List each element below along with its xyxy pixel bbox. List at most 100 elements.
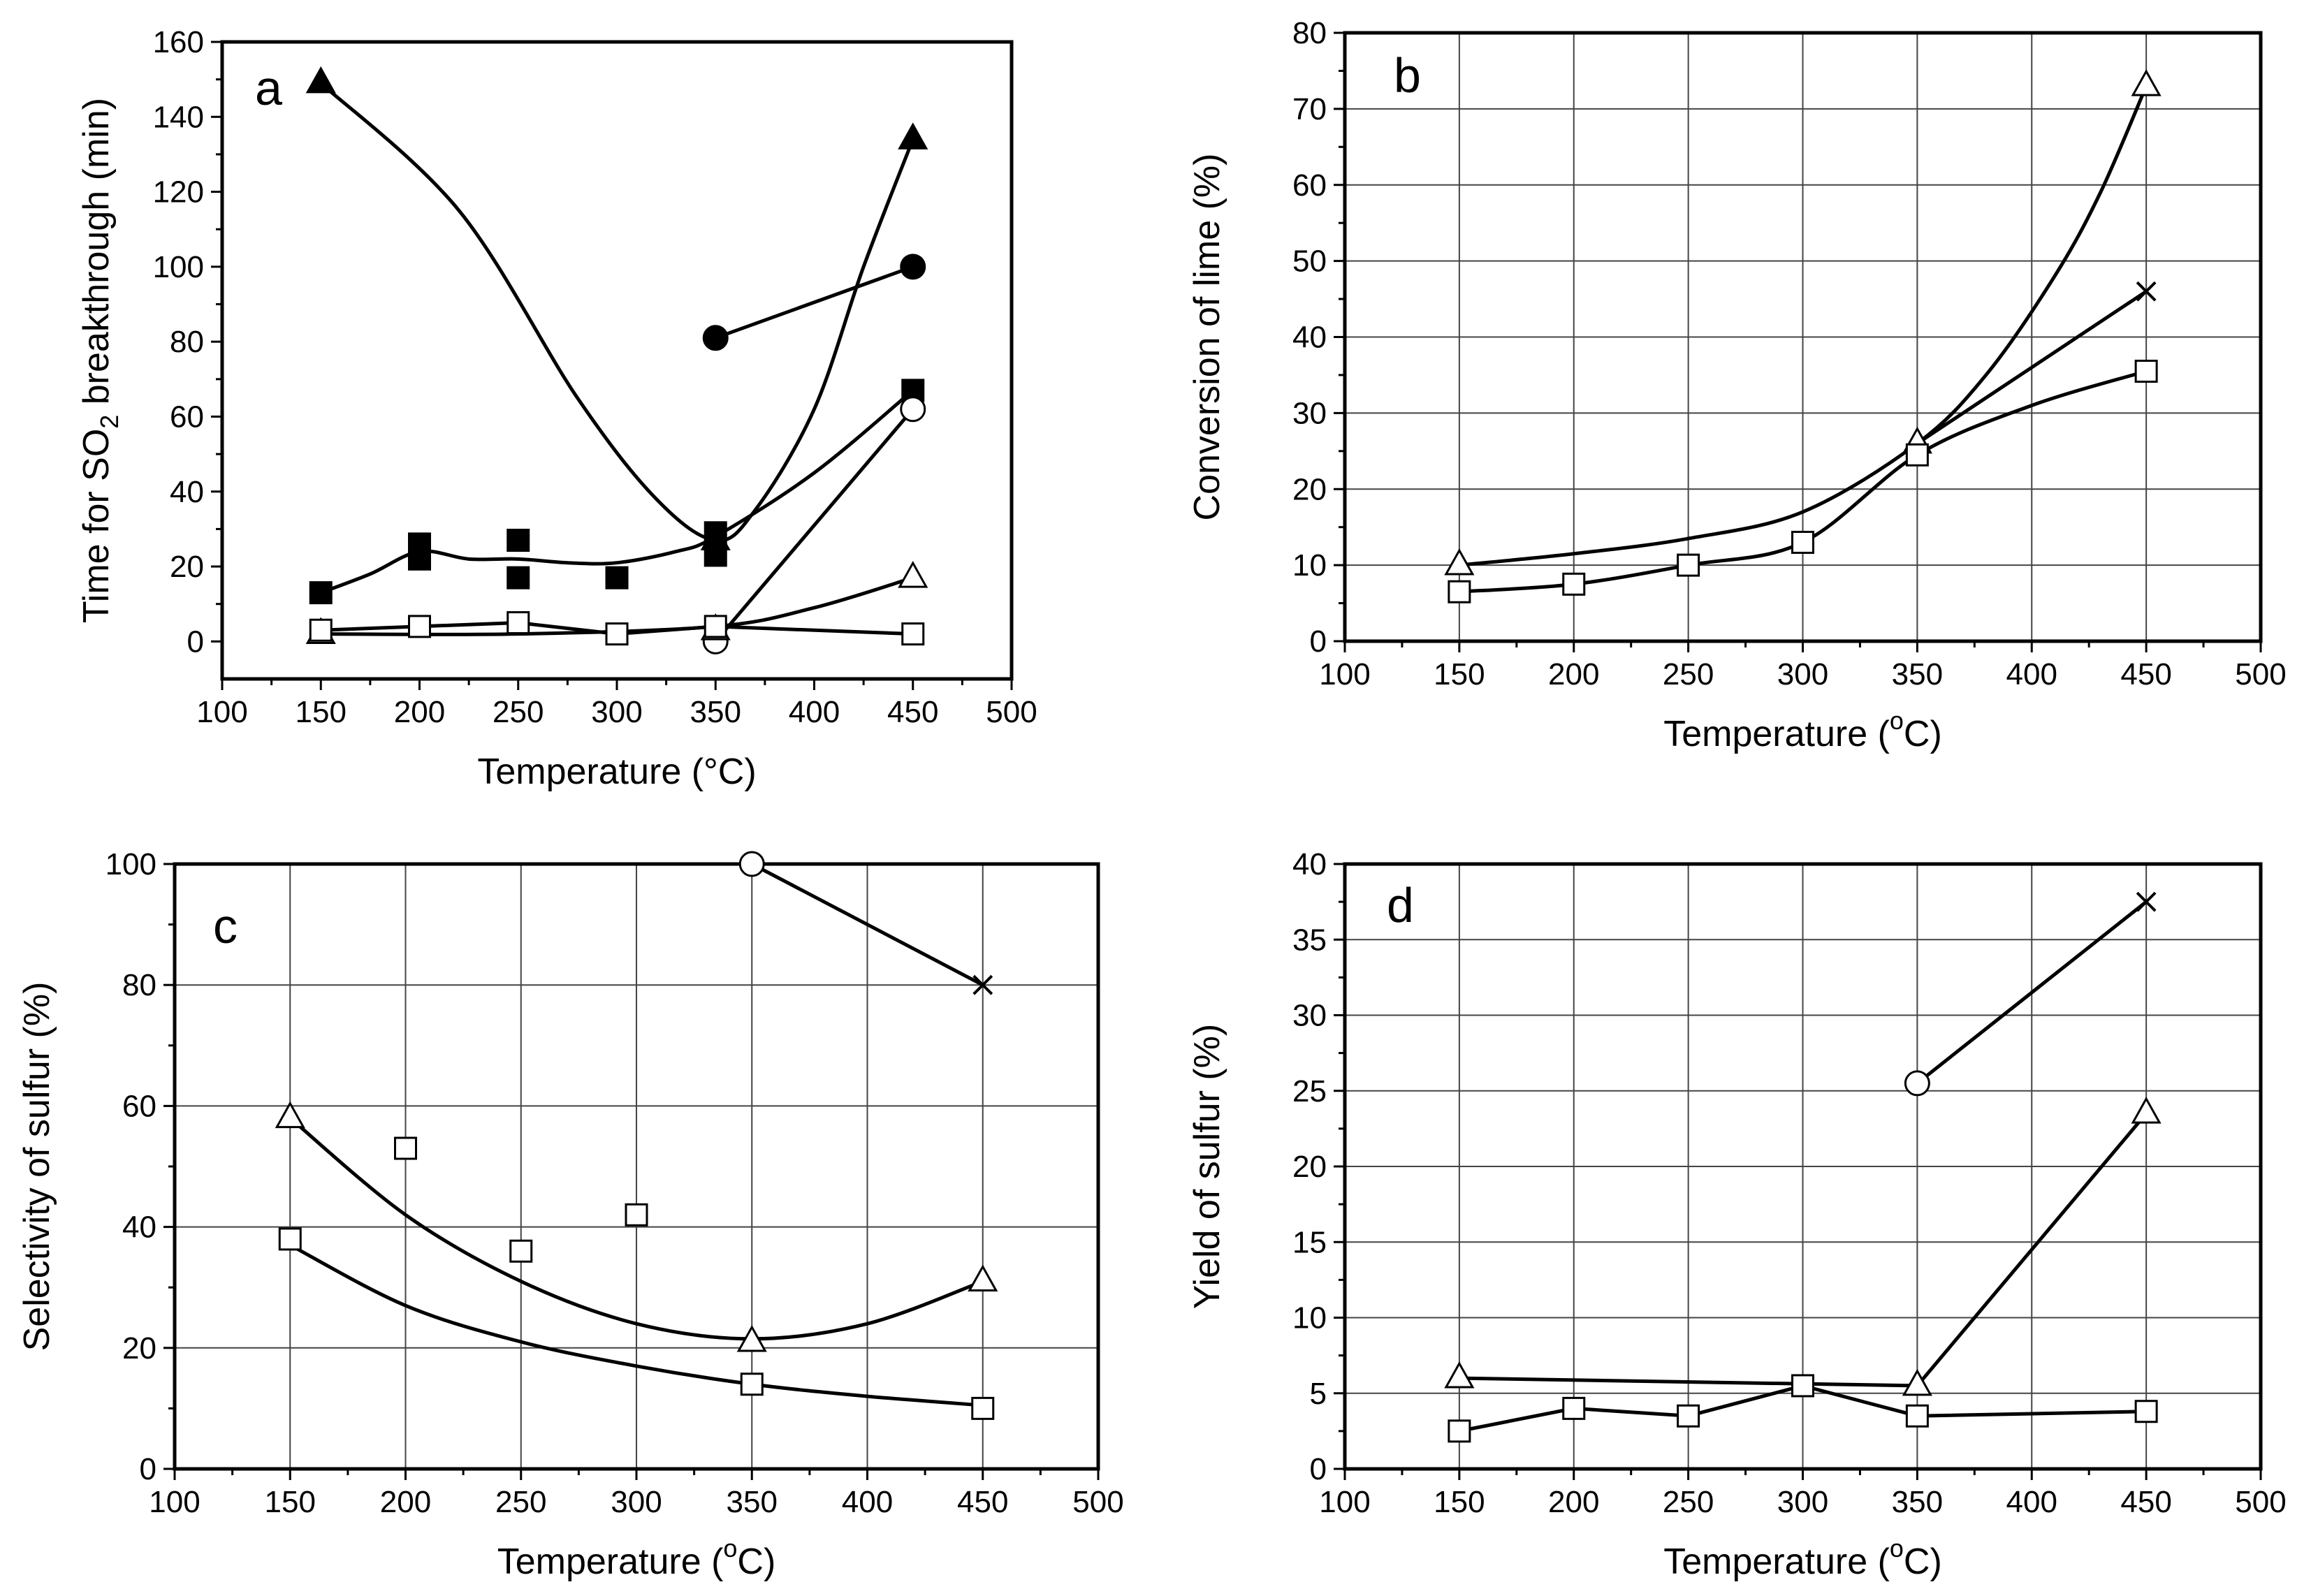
y-tick-label: 60 bbox=[1292, 168, 1327, 203]
x-tick-label: 400 bbox=[789, 695, 840, 729]
y-tick-label: 0 bbox=[187, 624, 204, 659]
y-tick-label: 20 bbox=[170, 550, 204, 584]
data-point-filled-circle bbox=[702, 325, 729, 351]
chart-panel-d: 100 150 200 250 300 350 400 450 500 0 5 10 15 20 25 30 3… bbox=[1187, 847, 2287, 1582]
data-point-filled-square bbox=[309, 581, 333, 605]
x-tick-label: 450 bbox=[2120, 657, 2171, 691]
data-point-open-square bbox=[1677, 553, 1700, 577]
y-tick-label: 140 bbox=[153, 100, 204, 134]
chart-panel-b: 100 150 200 250 300 350 400 450 500 0 10 20 30 40 50 60… bbox=[1187, 16, 2287, 754]
y-tick-label: 80 bbox=[170, 325, 204, 359]
data-point-x bbox=[2136, 891, 2157, 912]
x-tick-label: 150 bbox=[1434, 657, 1485, 691]
data-point-x bbox=[2136, 281, 2157, 302]
y-tick-label: 20 bbox=[1292, 472, 1327, 506]
data-point-open-square bbox=[309, 618, 333, 642]
panel-label: c bbox=[213, 899, 238, 953]
panel-label: d bbox=[1387, 878, 1414, 932]
data-point-open-square bbox=[2134, 359, 2158, 383]
data-point-open-square bbox=[901, 622, 925, 646]
y-tick-label: 35 bbox=[1292, 923, 1327, 957]
data-point-x bbox=[903, 256, 924, 277]
y-tick-label: 10 bbox=[1292, 1301, 1327, 1335]
data-point-open-triangle bbox=[1444, 548, 1475, 576]
x-tick-label: 300 bbox=[1777, 1485, 1828, 1519]
series-line-filled-triangle bbox=[319, 82, 915, 543]
data-point-open-square bbox=[1791, 530, 1814, 554]
y-tick-label: 40 bbox=[1292, 847, 1327, 881]
data-point-open-triangle bbox=[1444, 1361, 1475, 1389]
data-point-x bbox=[972, 974, 993, 995]
data-point-open-square bbox=[740, 1372, 764, 1396]
y-tick-label: 40 bbox=[122, 1210, 156, 1245]
y-tick-label: 70 bbox=[1292, 92, 1327, 126]
x-axis-title: Temperature (oC) bbox=[1663, 1534, 1942, 1582]
y-tick-label: 30 bbox=[1292, 396, 1327, 430]
y-tick-label: 60 bbox=[122, 1089, 156, 1123]
x-tick-label: 450 bbox=[2120, 1485, 2171, 1519]
data-point-open-square bbox=[704, 615, 727, 638]
data-point-open-square bbox=[506, 611, 530, 635]
y-axis-title: Conversion of lime (%) bbox=[1187, 154, 1227, 521]
x-tick-label: 400 bbox=[2006, 657, 2057, 691]
data-point-open-circle bbox=[900, 396, 926, 423]
x-tick-label: 500 bbox=[986, 695, 1037, 729]
y-tick-label: 100 bbox=[153, 250, 204, 284]
data-point-open-triangle bbox=[275, 1101, 305, 1129]
data-point-open-circle bbox=[738, 851, 765, 877]
x-tick-label: 350 bbox=[690, 695, 741, 729]
x-tick-label: 200 bbox=[1548, 657, 1599, 691]
x-tick-label: 400 bbox=[842, 1485, 893, 1519]
data-point-filled-triangle bbox=[898, 122, 928, 149]
x-tick-label: 100 bbox=[149, 1485, 200, 1519]
data-point-open-square bbox=[1562, 572, 1586, 596]
x-tick-label: 500 bbox=[1072, 1485, 1123, 1519]
data-point-open-square bbox=[1905, 1404, 1929, 1428]
data-point-filled-square bbox=[408, 547, 431, 571]
series-line-x bbox=[1916, 290, 2148, 446]
x-axis-title: Temperature (°C) bbox=[477, 752, 756, 792]
data-point-filled-square bbox=[506, 529, 530, 552]
series-line-open-square bbox=[1459, 1384, 2147, 1433]
y-tick-label: 30 bbox=[1292, 999, 1327, 1033]
x-tick-label: 300 bbox=[1777, 657, 1828, 691]
x-tick-label: 400 bbox=[2006, 1485, 2057, 1519]
data-point-open-circle bbox=[1904, 1070, 1930, 1097]
x-tick-label: 250 bbox=[1663, 1485, 1714, 1519]
y-tick-label: 5 bbox=[1310, 1377, 1327, 1411]
panel-label: a bbox=[255, 61, 282, 115]
series-line-open-square bbox=[289, 1243, 983, 1407]
x-tick-label: 500 bbox=[2235, 657, 2286, 691]
data-point-filled-square bbox=[506, 566, 530, 590]
x-tick-label: 350 bbox=[1892, 1485, 1943, 1519]
x-tick-label: 100 bbox=[1319, 1485, 1370, 1519]
data-point-open-triangle bbox=[968, 1264, 998, 1291]
y-tick-label: 60 bbox=[170, 400, 204, 434]
x-tick-label: 300 bbox=[591, 695, 642, 729]
data-point-open-square bbox=[1905, 443, 1929, 467]
series-line-open-circle bbox=[714, 408, 914, 643]
y-tick-label: 40 bbox=[170, 475, 204, 509]
x-tick-label: 300 bbox=[611, 1485, 662, 1519]
x-tick-label: 150 bbox=[296, 695, 347, 729]
series-line-open-circle bbox=[751, 862, 984, 987]
data-point-open-square bbox=[394, 1136, 417, 1160]
y-tick-label: 80 bbox=[1292, 16, 1327, 50]
data-point-open-square bbox=[625, 1203, 648, 1227]
y-axis-title: Yield of sulfur (%) bbox=[1187, 1024, 1227, 1309]
x-tick-label: 500 bbox=[2235, 1485, 2286, 1519]
y-axis-title: Time for SO2 breakthrough (min) bbox=[76, 98, 124, 623]
series-line-open-triangle bbox=[289, 1116, 984, 1341]
chart-panel-c: 100 150 200 250 300 350 400 450 500 0 20 40 60 80 100 c… bbox=[17, 847, 1124, 1582]
y-tick-label: 0 bbox=[1310, 624, 1327, 659]
y-tick-label: 0 bbox=[140, 1452, 156, 1486]
x-tick-label: 150 bbox=[265, 1485, 316, 1519]
y-tick-label: 100 bbox=[105, 847, 156, 881]
data-point-open-triangle bbox=[2131, 69, 2162, 96]
y-tick-label: 25 bbox=[1292, 1074, 1327, 1108]
data-point-open-square bbox=[1791, 1374, 1814, 1398]
x-tick-label: 200 bbox=[380, 1485, 431, 1519]
y-tick-label: 120 bbox=[153, 175, 204, 210]
x-tick-label: 200 bbox=[394, 695, 445, 729]
